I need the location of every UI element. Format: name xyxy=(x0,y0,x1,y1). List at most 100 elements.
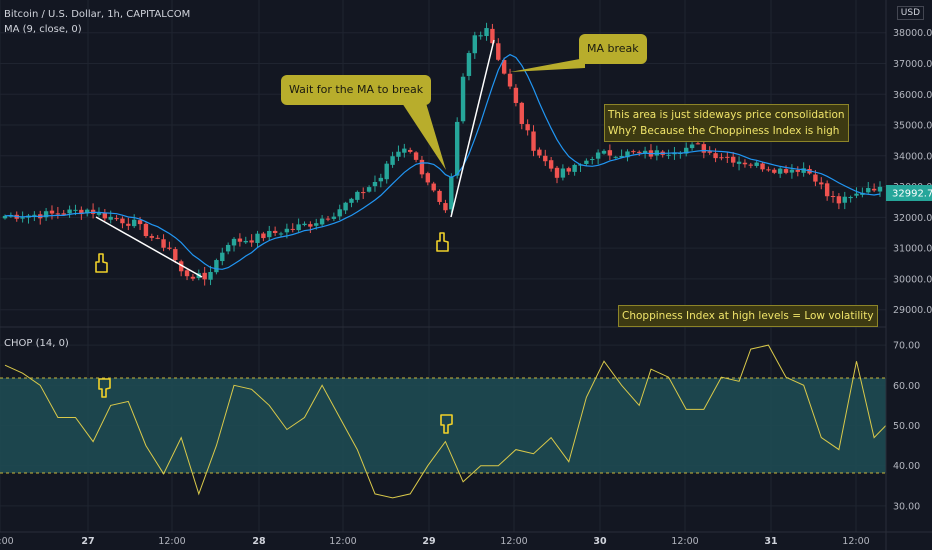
candle-body xyxy=(61,213,66,215)
candle-body xyxy=(548,160,554,169)
candle-body xyxy=(366,187,372,192)
candle-body xyxy=(590,159,595,161)
candle-body xyxy=(877,186,883,192)
candle-body xyxy=(278,233,284,235)
candle-body xyxy=(161,239,166,248)
ma-line xyxy=(4,53,881,270)
price-axis[interactable]: 29000.0030000.0031000.0032000.0033000.00… xyxy=(893,28,932,316)
candle-body xyxy=(525,124,530,131)
chop-tick-label: 70.00 xyxy=(893,341,920,352)
pointing-hand-icon xyxy=(440,414,453,434)
candle-body xyxy=(783,169,789,173)
candle-body xyxy=(666,154,671,156)
candle-body xyxy=(96,212,102,215)
candle-body xyxy=(32,214,37,216)
candle-body xyxy=(120,218,125,224)
candle-body xyxy=(713,153,718,159)
time-tick-label: 12:00 xyxy=(158,536,185,547)
candle-body xyxy=(490,28,495,44)
candle-body xyxy=(167,247,172,249)
candle-body xyxy=(719,157,724,159)
candle-body xyxy=(560,168,566,178)
symbol-legend[interactable]: Bitcoin / U.S. Dollar, 1h, CAPITALCOM xyxy=(4,9,191,20)
candle-body xyxy=(319,218,325,225)
callout-wait-ma: Wait for the MA to break xyxy=(281,75,432,105)
candle-body xyxy=(419,159,425,175)
hand-outline xyxy=(95,253,108,273)
candle-body xyxy=(325,218,331,220)
time-tick-label: 12:00 xyxy=(671,536,698,547)
candles xyxy=(2,22,883,286)
candle-body xyxy=(349,198,354,203)
currency-label[interactable]: USD xyxy=(896,6,924,20)
candle-body xyxy=(501,60,507,74)
chop-tick-label: 60.00 xyxy=(893,381,920,392)
candle-body xyxy=(684,147,689,154)
downtrend-line xyxy=(95,216,203,278)
candle-body xyxy=(854,193,859,196)
candle-body xyxy=(672,153,677,155)
candle-body xyxy=(437,190,442,202)
candle-body xyxy=(848,197,853,199)
callout-pointer-ma-break xyxy=(510,58,585,72)
candle-body xyxy=(801,168,806,173)
candle-body xyxy=(290,228,295,230)
price-tick-label: 36000.00 xyxy=(893,90,932,101)
candle-body xyxy=(748,164,754,166)
price-tick-label: 31000.00 xyxy=(893,244,932,255)
candle-body xyxy=(584,160,589,164)
note-sideways-line1: This area is just sideways price consoli… xyxy=(608,109,845,121)
current-price-label: 32992.70 xyxy=(892,189,932,200)
candle-body xyxy=(866,188,871,193)
candle-body xyxy=(284,228,290,233)
price-tick-label: 34000.00 xyxy=(893,151,932,162)
candle-body xyxy=(79,209,84,215)
candle-body xyxy=(601,150,607,154)
candle-body xyxy=(830,196,836,198)
candle-body xyxy=(531,131,536,151)
chop-legend[interactable]: CHOP (14, 0) xyxy=(4,338,69,349)
callout-pointer-wait xyxy=(402,103,446,170)
time-tick-label: 12:00 xyxy=(500,536,527,547)
candle-body xyxy=(249,240,254,243)
candle-body xyxy=(390,156,395,165)
chop-line xyxy=(4,344,887,499)
candle-body xyxy=(361,192,366,194)
candle-body xyxy=(408,149,413,152)
callout-ma-break: MA break xyxy=(579,34,647,64)
candle-body xyxy=(443,203,448,211)
candle-body xyxy=(131,219,137,227)
candle-body xyxy=(108,216,113,220)
candle-body xyxy=(572,164,577,172)
candle-body xyxy=(496,43,501,60)
time-tick-label: 12:00 xyxy=(0,536,14,547)
time-tick-label: 27 xyxy=(81,536,94,547)
candle-body xyxy=(208,271,213,280)
candle-body xyxy=(255,233,260,243)
pointing-hand-icon xyxy=(436,232,449,252)
uptrend-line xyxy=(450,39,495,218)
candle-body xyxy=(237,238,243,242)
price-tick-label: 37000.00 xyxy=(893,59,932,70)
candle-body xyxy=(413,152,419,160)
price-tick-label: 32000.00 xyxy=(893,213,932,224)
candle-body xyxy=(55,213,61,215)
candle-body xyxy=(754,162,759,166)
candle-body xyxy=(449,176,454,210)
candle-body xyxy=(607,150,613,156)
candle-body xyxy=(331,216,337,219)
ma-legend[interactable]: MA (9, close, 0) xyxy=(4,24,82,35)
time-tick-label: 31 xyxy=(764,536,777,547)
candle-body xyxy=(543,155,548,162)
time-axis[interactable]: 12:00 27 12:00 28 12:00 29 12:00 30 12:00 31 12:00 xyxy=(0,531,932,547)
chop-axis[interactable]: 30.00 40.00 50.00 60.00 70.00 xyxy=(893,341,920,513)
candle-body xyxy=(220,252,225,262)
chop-tick-label: 30.00 xyxy=(893,501,920,512)
candle-body xyxy=(231,238,237,246)
candle-body xyxy=(102,212,108,219)
candle-body xyxy=(813,174,818,182)
note-sideways: This area is just sideways price consoli… xyxy=(604,104,849,142)
candle-body xyxy=(431,183,436,191)
candle-body xyxy=(537,149,542,156)
